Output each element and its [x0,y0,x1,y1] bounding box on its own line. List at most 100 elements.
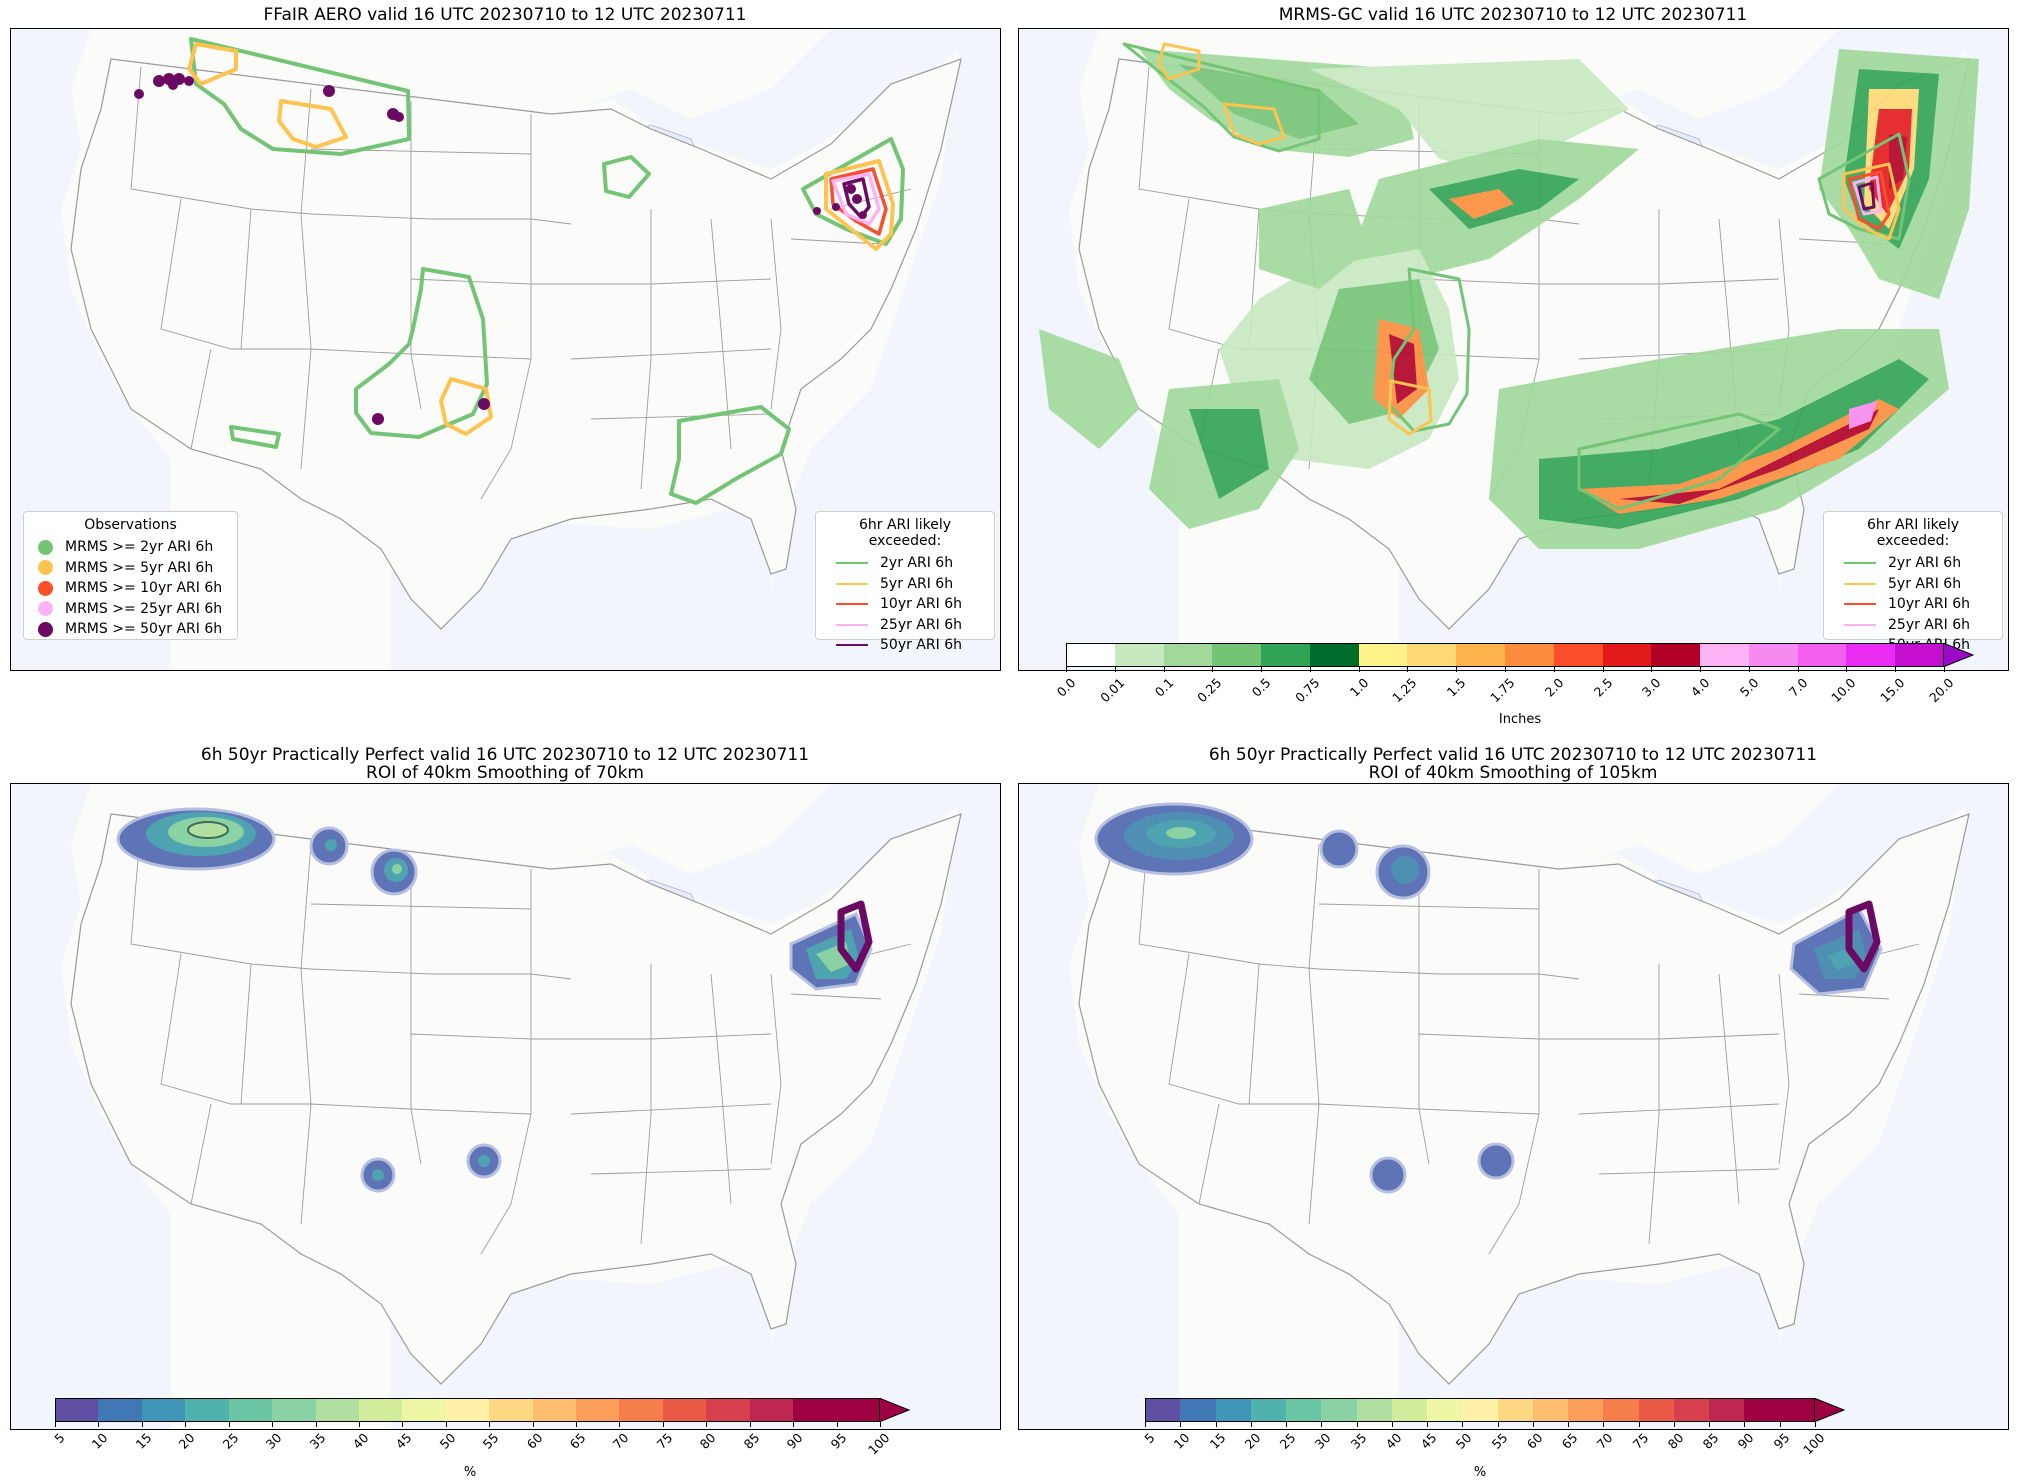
colorbar-tick-label: 15 [132,1430,155,1452]
legend-label: 5yr ARI 6h [1888,575,1962,592]
colorbar-tick-label: 80 [696,1430,719,1452]
colorbar-segment [315,1398,360,1422]
colorbar-segment [1309,643,1360,667]
colorbar-tick-label: 1.5 [1444,675,1469,700]
colorbar-tick-label: 2.5 [1590,675,1616,700]
colorbar-tick-label: 7.0 [1785,675,1811,700]
legend-entry: 50yr ARI 6h [824,635,986,656]
panel-title-br-line2: ROI of 40km Smoothing of 105km [1368,763,1658,783]
colorbar-tick-label: 20.0 [1926,675,1957,706]
legend-entry: 2yr ARI 6h [1832,553,1994,574]
colorbar-tick-label: 100 [1799,1430,1828,1458]
legend-line [1844,582,1876,585]
observations-legend-title: Observations [84,517,177,533]
colorbar-tick [98,1422,100,1427]
colorbar-segment [185,1398,230,1422]
colorbar-segment [1356,1398,1393,1422]
probability-field [116,807,873,1193]
colorbar-tick [880,1422,881,1427]
legend-marker [38,539,53,555]
colorbar-segment [1779,1398,1816,1422]
colorbar-segment [1673,1398,1710,1422]
colorbar-tick [662,1422,664,1427]
colorbar-segment [1261,643,1311,667]
colorbar-tick-label: 25 [1276,1430,1299,1452]
ari-5yr-contours [187,42,895,436]
colorbar-tick [1895,667,1897,672]
legend-line [836,623,868,626]
colorbar-tick [1797,667,1799,672]
colorbar-tick-label: 15 [1206,1430,1229,1452]
legend-line [836,644,868,647]
legend-label: 5yr ARI 6h [880,575,954,592]
colorbar-tick-label: 25 [219,1430,242,1452]
legend-line [1844,603,1876,606]
colorbar-tick [1462,1422,1464,1427]
colorbar-segment [1180,1398,1217,1422]
colorbar-segment [1700,643,1750,667]
legend-label: 2yr ARI 6h [880,555,954,572]
map-canvas [11,29,1000,670]
colorbar-tick-label: 10 [89,1430,111,1452]
ari-legend: 6hr ARI likely exceeded: 2yr ARI 6h 5yr … [815,511,995,653]
ari-25yr-contours [831,172,881,226]
panel-title-tl: FFaIR AERO valid 16 UTC 20230710 to 12 U… [263,5,747,25]
colorbar-tick-label: 55 [479,1430,502,1452]
colorbar-tick [1163,667,1165,672]
colorbar-segment [1846,643,1896,667]
colorbar-tick [1309,667,1311,672]
colorbar-tick [1427,1422,1429,1427]
colorbar-tick [1212,667,1214,672]
legend-entry: MRMS >= 5yr ARI 6h [32,558,229,579]
panel-title-br-line1: 6h 50yr Practically Perfect valid 16 UTC… [1208,745,1818,765]
colorbar-segment [706,1398,751,1422]
map-panel-pp-105km [1018,783,2009,1430]
colorbar-tick [402,1422,404,1427]
colorbar-extend-arrow [879,1398,911,1422]
legend-entry: 10yr ARI 6h [824,594,986,615]
map-canvas [1019,29,2008,670]
legend-entry: 2yr ARI 6h [824,553,986,574]
colorbar-tick-label: 40 [349,1430,372,1452]
colorbar-tick [1356,1422,1358,1427]
colorbar-outline [1066,643,1944,667]
colorbar-tick [1358,667,1360,672]
colorbar-tick-label: 95 [1770,1430,1793,1452]
colorbar-tick-label: 15.0 [1877,675,1908,706]
colorbar-tick [1815,1422,1816,1427]
colorbar-tick-label: 65 [1558,1430,1581,1452]
colorbar-tick-label: 0.25 [1194,675,1225,706]
colorbar-tick-label: 60 [523,1430,546,1452]
colorbar-tick [532,1422,534,1427]
colorbar-tick-label: 0.75 [1292,675,1323,706]
colorbar-tick-label: 90 [1735,1430,1757,1452]
panel-title-tr: MRMS-GC valid 16 UTC 20230710 to 12 UTC … [1278,5,1748,25]
colorbar-segment [1638,1398,1675,1422]
prob-colorbar-105km: 5 10 15 20 25 30 35 40 45 50 55 60 65 70 75 80 85 90 95 100 [1141,1398,1846,1457]
colorbar-segment [1391,1398,1428,1422]
colorbar-tick [1532,1422,1534,1427]
colorbar-segment [1568,1398,1605,1422]
colorbar-tick-label: 35 [1347,1430,1370,1452]
colorbar-segment [98,1398,143,1422]
colorbar-tick [272,1422,274,1427]
colorbar-segment [793,1398,838,1422]
colorbar-tick-label: 0.5 [1248,675,1274,700]
colorbar-tick [1145,1422,1146,1427]
prob-colorbar-70km: 5 10 15 20 25 30 35 40 45 50 55 60 65 70 75 80 85 90 95 100 [51,1398,911,1457]
map-panel-pp-70km [10,783,1001,1430]
colorbar-tick [1651,667,1653,672]
legend-line [836,582,868,585]
colorbar-segment [1456,643,1506,667]
colorbar-segment [1407,643,1457,667]
legend-label: 2yr ARI 6h [1888,555,1962,572]
prob-colorbar-unit-70km: % [463,1465,477,1480]
colorbar-tick-label: 30 [1311,1430,1334,1452]
colorbar-tick-label: 35 [306,1430,329,1452]
colorbar-tick [1568,1422,1570,1427]
legend-label: 10yr ARI 6h [1888,596,1970,613]
colorbar-tick-label: 75 [1629,1430,1652,1452]
map-panel-mrms: 6hr ARI likely exceeded: 2yr ARI 6h 5yr … [1018,28,2009,671]
colorbar-segment [445,1398,490,1422]
colorbar-segment [228,1398,273,1422]
